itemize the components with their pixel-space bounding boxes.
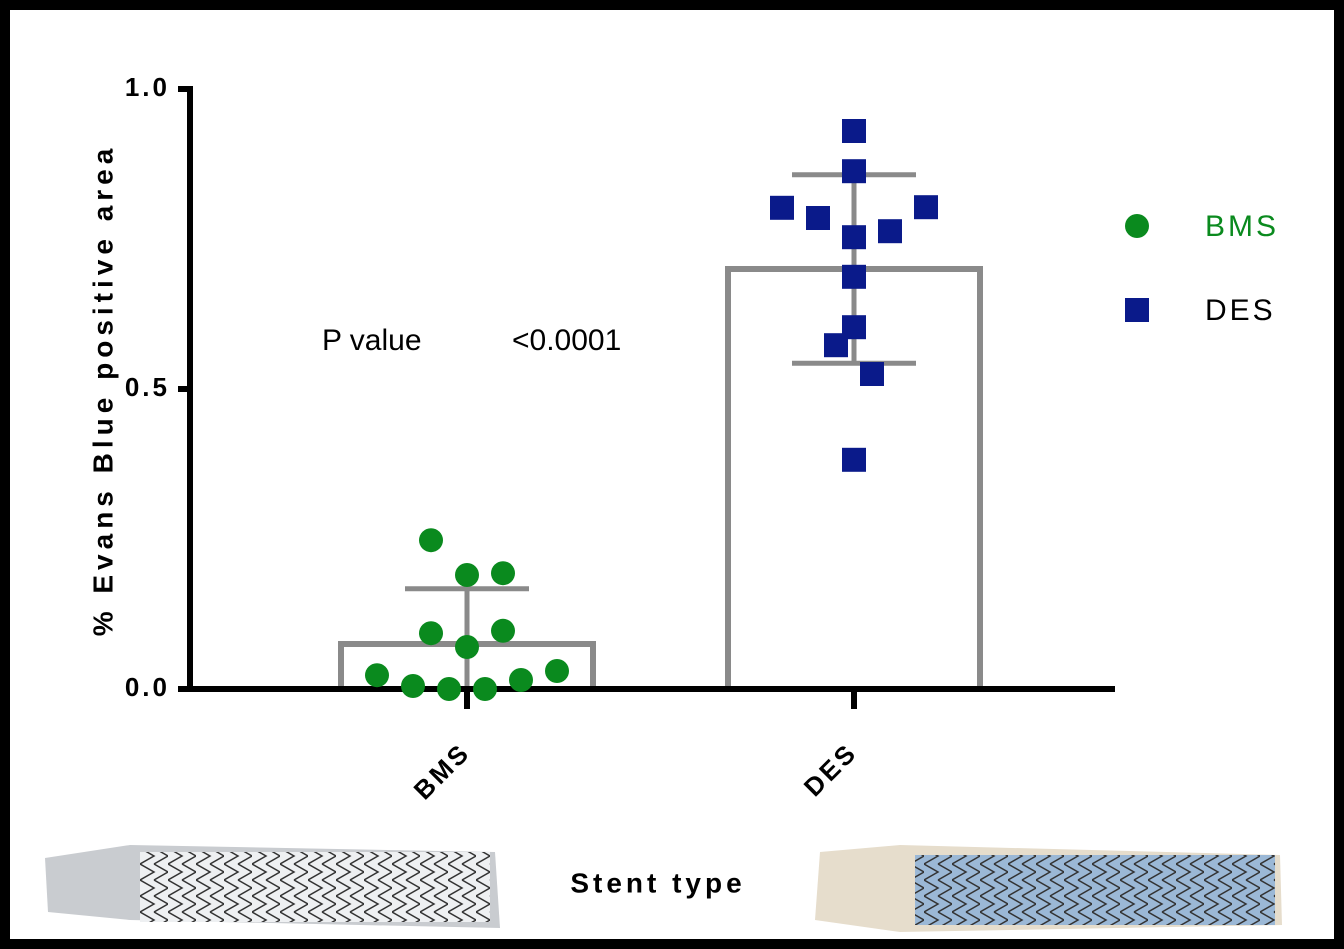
data-point xyxy=(878,219,902,244)
des-stent-photo xyxy=(815,845,1282,932)
data-point xyxy=(842,264,866,289)
bms-stent-photo xyxy=(45,845,500,928)
data-point xyxy=(491,561,515,586)
data-point xyxy=(860,362,884,386)
legend-marker xyxy=(1125,214,1149,238)
data-point xyxy=(455,635,479,659)
y-tick-label: 0.5 xyxy=(125,372,170,402)
data-point xyxy=(824,333,848,358)
data-point xyxy=(545,659,569,683)
data-point xyxy=(365,663,389,688)
data-point xyxy=(419,528,443,553)
data-point xyxy=(419,621,443,646)
data-point xyxy=(842,119,866,143)
data-point xyxy=(509,668,533,692)
data-point xyxy=(491,618,515,643)
legend-label: BMS xyxy=(1205,210,1279,243)
data-point xyxy=(437,677,461,701)
data-point xyxy=(914,195,938,220)
legend-marker xyxy=(1125,298,1149,322)
annotation: <0.0001 xyxy=(512,324,621,357)
data-point xyxy=(842,225,866,250)
y-axis-label: % Evans Blue positive area xyxy=(87,144,118,637)
data-point xyxy=(842,447,866,472)
background xyxy=(10,10,1334,939)
y-tick-label: 0.0 xyxy=(125,672,170,702)
data-point xyxy=(473,677,497,701)
legend-label: DES xyxy=(1205,294,1276,327)
x-axis-label: Stent type xyxy=(570,867,745,898)
data-point xyxy=(770,195,794,220)
y-tick-label: 1.0 xyxy=(125,72,170,102)
data-point xyxy=(842,159,866,184)
data-point xyxy=(806,206,830,230)
annotation: P value xyxy=(322,324,422,357)
data-point xyxy=(401,674,425,698)
data-point xyxy=(455,563,479,587)
